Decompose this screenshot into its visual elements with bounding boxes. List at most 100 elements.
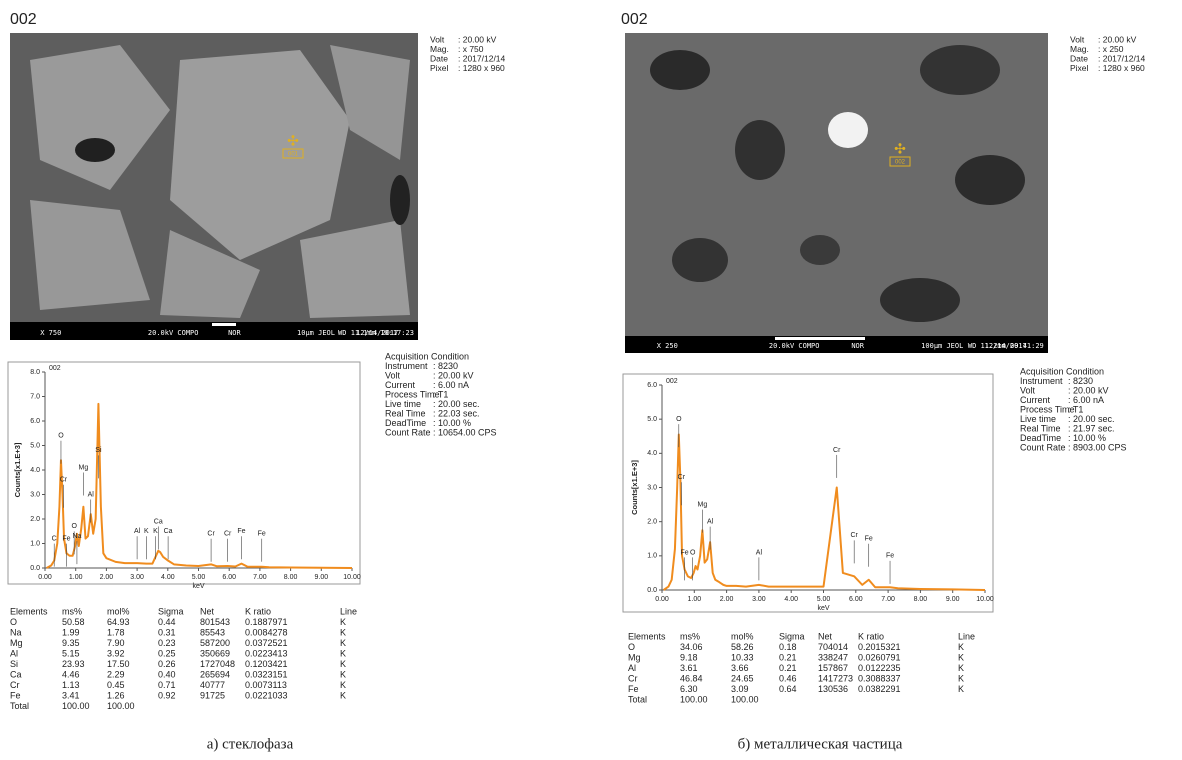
table-cell: 0.46 bbox=[779, 673, 797, 683]
peak-label: Fe bbox=[258, 531, 266, 538]
table-cell: 0.0260791 bbox=[858, 652, 901, 662]
sem-info: 10µm JEOL bbox=[297, 329, 335, 337]
table-cell: O bbox=[628, 642, 635, 652]
table-cell: 64.93 bbox=[107, 617, 130, 627]
x-tick-label: 10.00 bbox=[343, 574, 361, 581]
table-header: Line bbox=[958, 631, 975, 641]
table-cell: Mg bbox=[628, 652, 641, 662]
y-axis-label: Counts[x1.E+3] bbox=[630, 460, 639, 515]
acquisition-key: Real Time bbox=[1020, 423, 1061, 433]
table-cell: 46.84 bbox=[680, 673, 703, 683]
x-axis-label: keV bbox=[192, 583, 204, 590]
table-cell: 265694 bbox=[200, 669, 230, 679]
table-cell: 0.31 bbox=[158, 627, 176, 637]
table-cell: K bbox=[340, 669, 346, 679]
acquisition-value: : T1 bbox=[1068, 404, 1083, 414]
table-header: Elements bbox=[628, 631, 666, 641]
table-header: Elements bbox=[10, 606, 48, 616]
peak-label: Na bbox=[72, 533, 81, 540]
peak-label: Cr bbox=[833, 447, 841, 454]
peak-label: K bbox=[144, 528, 149, 535]
table-cell: Cr bbox=[10, 680, 20, 690]
table-cell: 0.23 bbox=[158, 638, 176, 648]
meta-key: Pixel bbox=[1070, 63, 1089, 73]
table-header: Line bbox=[340, 606, 357, 616]
table-header: mol% bbox=[731, 631, 754, 641]
x-tick-label: 2.00 bbox=[100, 574, 114, 581]
y-tick-label: 3.0 bbox=[30, 491, 40, 498]
table-cell: 40777 bbox=[200, 680, 225, 690]
meta-value: : 1280 x 960 bbox=[458, 63, 505, 73]
table-cell: 0.2015321 bbox=[858, 642, 901, 652]
sem-marker-label: 002 bbox=[895, 160, 906, 166]
table-cell: 0.26 bbox=[158, 659, 176, 669]
table-header: ms% bbox=[62, 606, 82, 616]
sem-info: NOR bbox=[228, 329, 241, 337]
meta-key: Volt bbox=[430, 34, 445, 44]
x-tick-label: 1.00 bbox=[687, 596, 701, 603]
sem-info: 100µm JEOL bbox=[921, 342, 963, 350]
x-tick-label: 6.00 bbox=[849, 596, 863, 603]
sem-info: 20.0kV COMPO bbox=[769, 342, 820, 350]
x-tick-label: 8.00 bbox=[914, 596, 928, 603]
x-tick-label: 1.00 bbox=[69, 574, 83, 581]
acquisition-key: Live time bbox=[385, 399, 421, 409]
acquisition-key: Count Rate bbox=[1020, 442, 1066, 452]
x-tick-label: 5.00 bbox=[817, 596, 831, 603]
acquisition-value: : 20.00 kV bbox=[1068, 385, 1109, 395]
table-cell: 1417273 bbox=[818, 673, 853, 683]
table-cell: 3.92 bbox=[107, 648, 125, 658]
sem-info: WD 11.2mm 09:41:29 bbox=[968, 342, 1044, 350]
x-axis-label: keV bbox=[817, 605, 829, 612]
acquisition-key: Instrument bbox=[385, 361, 428, 371]
peak-label: O bbox=[71, 523, 77, 530]
table-cell: 0.25 bbox=[158, 648, 176, 658]
peak-label: Mg bbox=[698, 501, 708, 508]
meta-key: Date bbox=[430, 53, 448, 63]
peak-label: O bbox=[690, 549, 696, 556]
table-cell: 58.26 bbox=[731, 642, 754, 652]
peak-label: Cr bbox=[678, 474, 686, 481]
x-tick-label: 0.00 bbox=[38, 574, 52, 581]
acquisition-title: Acquisition Condition bbox=[385, 351, 469, 361]
table-cell: 24.65 bbox=[731, 673, 754, 683]
table-cell: 704014 bbox=[818, 642, 848, 652]
acquisition-key: DeadTime bbox=[1020, 433, 1061, 443]
table-header: Net bbox=[818, 631, 833, 641]
table-cell: 17.50 bbox=[107, 659, 130, 669]
meta-value: : 2017/12/14 bbox=[458, 53, 506, 63]
table-cell: 0.64 bbox=[779, 684, 797, 694]
peak-label: C bbox=[52, 535, 57, 542]
peak-label: Si bbox=[95, 447, 102, 454]
table-cell: 3.41 bbox=[62, 690, 80, 700]
peak-label: Fe bbox=[62, 535, 70, 542]
table-cell: 100.00 bbox=[680, 694, 708, 704]
table-cell: Cr bbox=[628, 673, 638, 683]
table-cell: Fe bbox=[628, 684, 639, 694]
table-cell: 85543 bbox=[200, 627, 225, 637]
x-tick-label: 8.00 bbox=[284, 574, 298, 581]
acquisition-value: : 8903.00 CPS bbox=[1068, 442, 1127, 452]
table-header: mol% bbox=[107, 606, 130, 616]
table-header: Sigma bbox=[779, 631, 805, 641]
table-cell: 0.18 bbox=[779, 642, 797, 652]
acquisition-key: Process Time bbox=[385, 389, 440, 399]
peak-label: K bbox=[153, 528, 158, 535]
figure: 002✣001X 75020.0kV COMPONOR10µm JEOL12/1… bbox=[0, 0, 1182, 760]
table-header: ms% bbox=[680, 631, 700, 641]
y-tick-label: 4.0 bbox=[30, 467, 40, 474]
table-header: Sigma bbox=[158, 606, 184, 616]
table-cell: Na bbox=[10, 627, 22, 637]
x-tick-label: 9.00 bbox=[314, 574, 328, 581]
x-tick-label: 7.00 bbox=[881, 596, 895, 603]
peak-label: Fe bbox=[237, 528, 245, 535]
table-cell: 9.35 bbox=[62, 638, 80, 648]
peak-label: Cr bbox=[224, 531, 232, 538]
caption: а) стеклофаза bbox=[207, 736, 294, 752]
table-cell: 9.18 bbox=[680, 652, 698, 662]
peak-label: Ca bbox=[164, 528, 173, 535]
table-cell: O bbox=[10, 617, 17, 627]
table-cell: 130536 bbox=[818, 684, 848, 694]
acquisition-value: : T1 bbox=[433, 389, 448, 399]
acquisition-title: Acquisition Condition bbox=[1020, 366, 1104, 376]
